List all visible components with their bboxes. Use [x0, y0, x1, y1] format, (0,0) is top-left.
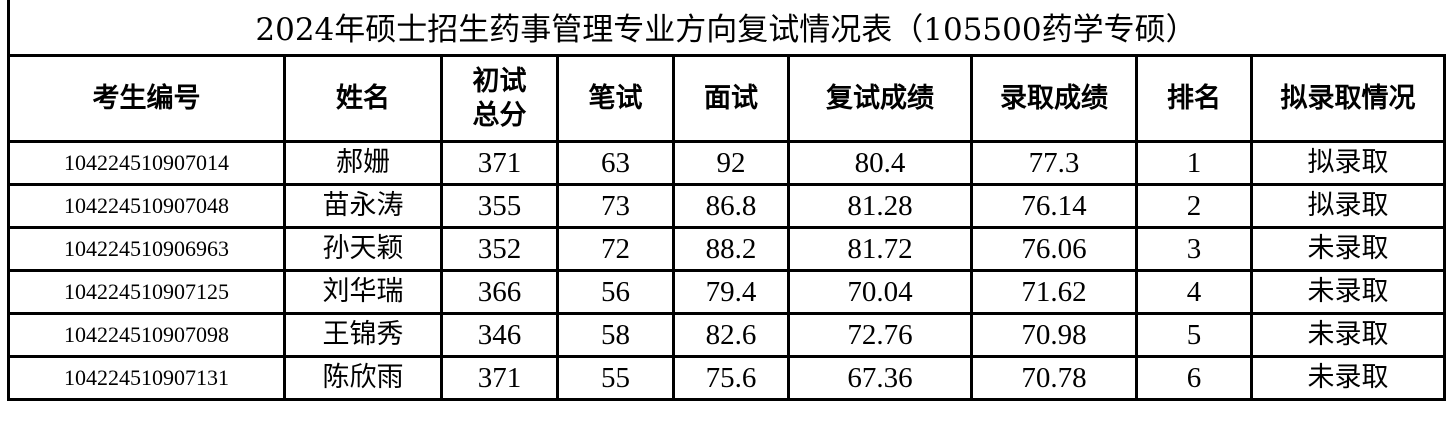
- table-row: 104224510907098 王锦秀 346 58 82.6 72.76 70.98 5 未录…: [7, 312, 1446, 358]
- cell-exam-id: 104224510907098: [7, 312, 286, 358]
- header-name: 姓名: [283, 54, 443, 143]
- cell-retest-score: 80.4: [787, 140, 973, 186]
- cell-admission-score: 77.3: [970, 140, 1138, 186]
- results-table: 考生编号 姓名 初试 总分 笔试 面试 复试成绩 录取成绩 排名 拟录取情况 10…: [7, 54, 1446, 401]
- cell-interview: 82.6: [672, 312, 790, 358]
- cell-name: 陈欣雨: [283, 355, 443, 401]
- cell-admission-status: 未录取: [1250, 355, 1446, 401]
- cell-admission-score: 70.78: [970, 355, 1138, 401]
- cell-retest-score: 81.72: [787, 226, 973, 272]
- cell-interview: 92: [672, 140, 790, 186]
- table-row: 104224510907014 郝姗 371 63 92 80.4 77.3 1 拟录取: [7, 140, 1446, 186]
- header-interview: 面试: [672, 54, 790, 143]
- cell-admission-status: 未录取: [1250, 269, 1446, 315]
- cell-exam-id: 104224510907048: [7, 183, 286, 229]
- cell-written: 72: [556, 226, 675, 272]
- cell-interview: 79.4: [672, 269, 790, 315]
- cell-rank: 5: [1135, 312, 1253, 358]
- cell-admission-status: 拟录取: [1250, 140, 1446, 186]
- cell-written: 63: [556, 140, 675, 186]
- cell-name: 孙天颖: [283, 226, 443, 272]
- cell-admission-status: 未录取: [1250, 312, 1446, 358]
- header-admission-score: 录取成绩: [970, 54, 1138, 143]
- header-admission-status: 拟录取情况: [1250, 54, 1446, 143]
- cell-retest-score: 81.28: [787, 183, 973, 229]
- cell-interview: 75.6: [672, 355, 790, 401]
- page-title: 2024年硕士招生药事管理专业方向复试情况表（105500药学专硕）: [255, 12, 1197, 48]
- cell-written: 56: [556, 269, 675, 315]
- cell-written: 58: [556, 312, 675, 358]
- cell-initial-total: 371: [440, 355, 559, 401]
- cell-admission-score: 71.62: [970, 269, 1138, 315]
- table-row: 104224510907125 刘华瑞 366 56 79.4 70.04 71.62 4 未录…: [7, 269, 1446, 315]
- table-left-border: [7, 0, 10, 55]
- header-written: 笔试: [556, 54, 675, 143]
- cell-rank: 6: [1135, 355, 1253, 401]
- cell-initial-total: 355: [440, 183, 559, 229]
- cell-rank: 4: [1135, 269, 1253, 315]
- header-row: 考生编号 姓名 初试 总分 笔试 面试 复试成绩 录取成绩 排名 拟录取情况: [7, 54, 1446, 143]
- cell-admission-score: 76.06: [970, 226, 1138, 272]
- cell-retest-score: 70.04: [787, 269, 973, 315]
- header-retest-score: 复试成绩: [787, 54, 973, 143]
- header-rank: 排名: [1135, 54, 1253, 143]
- header-initial-total: 初试 总分: [440, 54, 559, 143]
- table-row: 104224510907048 苗永涛 355 73 86.8 81.28 76.14 2 拟录…: [7, 183, 1446, 229]
- table-row: 104224510906963 孙天颖 352 72 88.2 81.72 76.06 3 未录…: [7, 226, 1446, 272]
- cell-rank: 3: [1135, 226, 1253, 272]
- cell-retest-score: 72.76: [787, 312, 973, 358]
- cell-exam-id: 104224510907131: [7, 355, 286, 401]
- cell-name: 苗永涛: [283, 183, 443, 229]
- cell-exam-id: 104224510907014: [7, 140, 286, 186]
- cell-interview: 88.2: [672, 226, 790, 272]
- cell-interview: 86.8: [672, 183, 790, 229]
- table-row: 104224510907131 陈欣雨 371 55 75.6 67.36 70.78 6 未录…: [7, 355, 1446, 401]
- cell-written: 73: [556, 183, 675, 229]
- cell-admission-status: 未录取: [1250, 226, 1446, 272]
- cell-admission-score: 70.98: [970, 312, 1138, 358]
- cell-retest-score: 67.36: [787, 355, 973, 401]
- cell-exam-id: 104224510906963: [7, 226, 286, 272]
- cell-rank: 2: [1135, 183, 1253, 229]
- cell-name: 郝姗: [283, 140, 443, 186]
- cell-admission-score: 76.14: [970, 183, 1138, 229]
- header-exam-id: 考生编号: [7, 54, 286, 143]
- cell-initial-total: 371: [440, 140, 559, 186]
- cell-name: 刘华瑞: [283, 269, 443, 315]
- cell-admission-status: 拟录取: [1250, 183, 1446, 229]
- cell-initial-total: 346: [440, 312, 559, 358]
- cell-initial-total: 366: [440, 269, 559, 315]
- cell-rank: 1: [1135, 140, 1253, 186]
- cell-initial-total: 352: [440, 226, 559, 272]
- cell-name: 王锦秀: [283, 312, 443, 358]
- cell-written: 55: [556, 355, 675, 401]
- cell-exam-id: 104224510907125: [7, 269, 286, 315]
